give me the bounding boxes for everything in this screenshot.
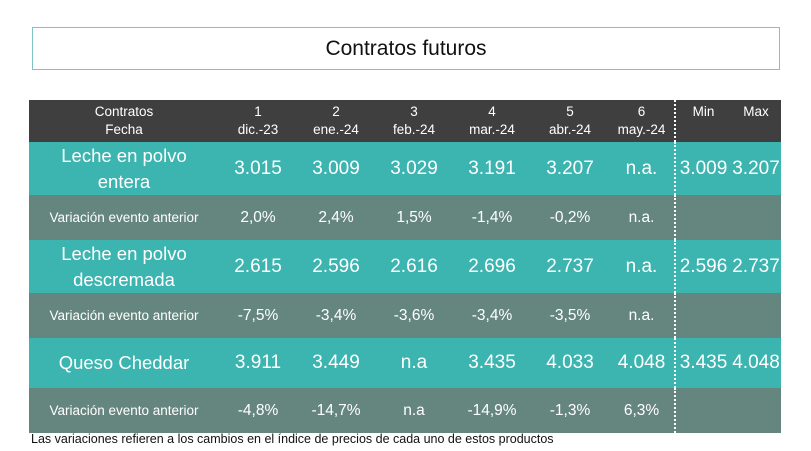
max-cell [731,293,781,338]
value-cell: 2.737 [546,255,594,277]
max-cell: 4.048 [732,352,780,373]
value-cell: 2.696 [468,255,516,277]
value-cell: -3,6% [393,306,435,324]
value-cell: n.a [400,352,428,373]
value-cell: -14,7% [311,401,361,419]
value-cell: n.a [403,401,425,419]
max-cell [731,388,781,433]
futures-table: Contratos Fecha 1 dic.-23 2 ene.-24 3 feb.-2… [29,100,781,433]
value-cell: 3.449 [312,352,360,373]
max-cell [731,195,781,240]
product-name: Leche en polvo entera [61,144,187,192]
value-cell: 6,3% [623,401,660,419]
table-row: Leche en polvo entera 3.015 3.009 3.029 3… [29,142,781,195]
value-cell: 4.033 [546,352,594,373]
value-cell: 2,4% [318,208,354,226]
header-contract-2: 2 ene.-24 [313,104,359,137]
value-cell: -3,5% [549,306,591,324]
value-cell: n.a. [628,208,655,226]
value-cell: 2.596 [312,255,360,277]
value-cell: 2,0% [240,208,276,226]
value-cell: 1,5% [396,208,432,226]
value-cell: -3,4% [315,306,357,324]
max-cell: 2.737 [732,255,780,277]
value-cell: 2.615 [234,255,282,277]
footnote: Las variaciones refieren a los cambios e… [31,432,554,446]
value-cell: -0,2% [549,208,591,226]
min-cell [674,195,731,240]
value-cell: 3.191 [468,157,516,179]
product-name: Leche en polvo descremada [61,242,187,290]
min-cell [674,293,731,338]
variation-label: Variación evento anterior [49,308,199,323]
value-cell: 3.009 [312,157,360,179]
header-contract-3: 3 feb.-24 [392,104,436,137]
page-title: Contratos futuros [32,27,780,70]
value-cell: -14,9% [467,401,517,419]
value-cell: 3.911 [234,352,282,373]
header-contract-6: 6 may.-24 [617,104,666,137]
product-name: Queso Cheddar [58,352,190,373]
header-min: Min [674,100,731,142]
value-cell: 3.207 [546,157,594,179]
table-row: Leche en polvo descremada 2.615 2.596 2.6… [29,240,781,293]
value-cell: n.a. [628,306,655,324]
value-cell: n.a. [625,157,658,179]
table-row: Queso Cheddar 3.911 3.449 n.a 3.435 4.03… [29,338,781,388]
min-cell [674,388,731,433]
value-cell: -3,4% [471,306,513,324]
max-cell: 3.207 [732,157,780,179]
value-cell: 2.616 [390,255,438,277]
header-contract-5: 5 abr.-24 [548,104,592,137]
header-row: Contratos Fecha 1 dic.-23 2 ene.-24 3 feb.-2… [29,100,781,142]
header-contract-4: 4 mar.-24 [469,104,515,137]
header-contract-1: 1 dic.-23 [237,104,279,137]
value-cell: -1,4% [471,208,513,226]
header-label: Contratos Fecha [94,104,154,137]
value-cell: 3.015 [234,157,282,179]
value-cell: -1,3% [549,401,591,419]
variation-label: Variación evento anterior [49,210,199,225]
header-max: Max [743,104,769,119]
table-row: Variación evento anterior -4,8% -14,7% n… [29,388,781,433]
table-row: Variación evento anterior 2,0% 2,4% 1,5%… [29,195,781,240]
min-cell: 3.435 [674,338,731,388]
value-cell: 3.435 [468,352,516,373]
value-cell: 4.048 [617,352,666,373]
value-cell: -4,8% [237,401,279,419]
min-cell: 3.009 [674,142,731,195]
value-cell: -7,5% [237,306,279,324]
variation-label: Variación evento anterior [49,403,199,418]
value-cell: n.a. [625,255,658,277]
min-cell: 2.596 [674,240,731,293]
value-cell: 3.029 [390,157,438,179]
table-row: Variación evento anterior -7,5% -3,4% -3… [29,293,781,338]
